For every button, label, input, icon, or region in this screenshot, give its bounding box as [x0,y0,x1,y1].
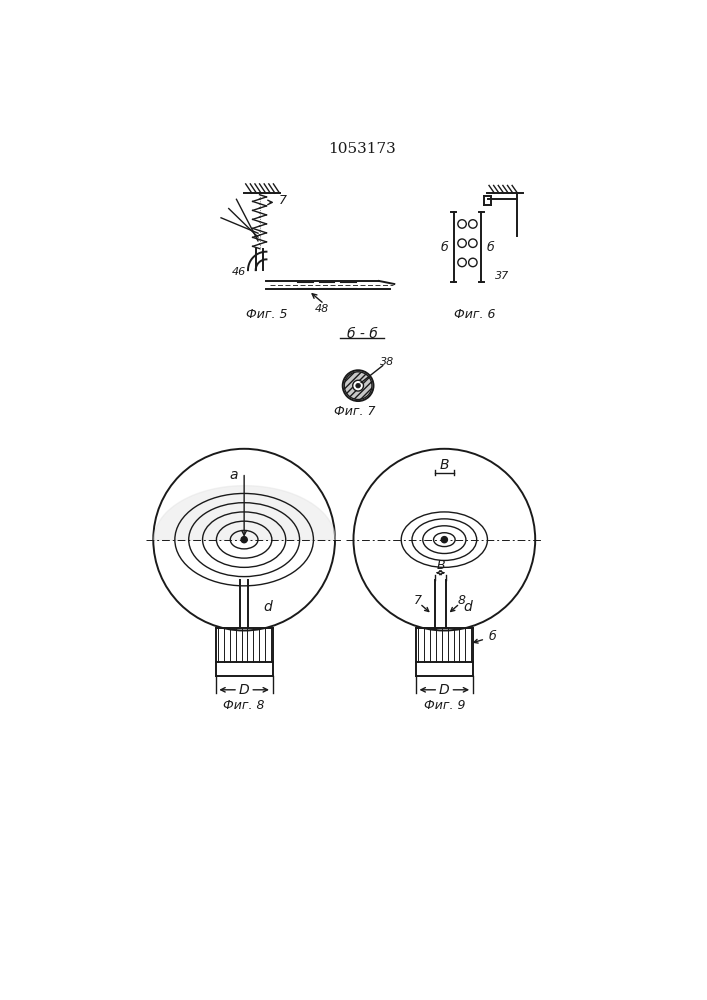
Text: D: D [239,683,250,697]
Text: Фиг. 6: Фиг. 6 [455,308,496,321]
Text: б: б [440,241,448,254]
Circle shape [241,537,247,543]
Circle shape [353,380,363,391]
Text: Фиг. 8: Фиг. 8 [223,699,265,712]
Text: a: a [229,468,238,482]
Text: Фиг. 5: Фиг. 5 [247,308,288,321]
Text: B: B [440,458,449,472]
Text: 46: 46 [232,267,247,277]
Text: 1053173: 1053173 [328,142,396,156]
Text: 38: 38 [380,357,394,367]
Text: 48: 48 [315,304,329,314]
Text: 7: 7 [279,194,287,207]
Circle shape [441,537,448,543]
Text: d: d [463,600,472,614]
Text: d: d [263,600,271,614]
Text: 7: 7 [414,594,421,607]
Text: Фиг. 9: Фиг. 9 [423,699,465,712]
Text: D: D [439,683,450,697]
Text: 37: 37 [495,271,510,281]
Circle shape [344,372,372,400]
Text: 8: 8 [458,594,466,607]
Text: б - б: б - б [346,327,378,341]
Text: B: B [436,559,445,572]
Text: б: б [489,630,496,643]
Circle shape [356,383,361,388]
Text: Фиг. 7: Фиг. 7 [334,405,376,418]
Text: б: б [486,241,494,254]
